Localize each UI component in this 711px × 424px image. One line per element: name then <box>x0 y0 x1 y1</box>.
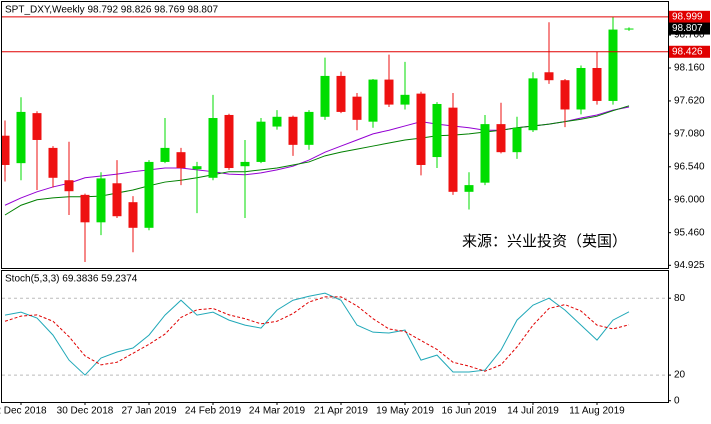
y-tick-label: 97.620 <box>674 96 705 107</box>
candle-body <box>352 96 362 120</box>
y-tick-label: 96.000 <box>674 194 705 205</box>
candle-body <box>128 202 138 228</box>
candle-body <box>512 127 522 153</box>
candle-body <box>400 94 410 105</box>
candle-body <box>448 107 458 192</box>
chart-title: Stoch(5,3,3) 69.3836 59.2374 <box>5 274 138 285</box>
stoch-line <box>4 296 630 372</box>
candle-body <box>96 178 106 223</box>
candle-body <box>224 114 234 169</box>
candle-body <box>288 116 298 145</box>
candle-body <box>464 185 474 192</box>
candle-body <box>384 79 394 105</box>
candle-body <box>160 147 170 162</box>
candle-body <box>144 161 154 228</box>
candle-body <box>608 29 618 101</box>
level-label: 98.999 <box>672 11 703 22</box>
y-tick-label: 0 <box>674 395 680 406</box>
candle-body <box>416 93 426 165</box>
candle-body <box>192 166 202 170</box>
candle-body <box>80 194 90 223</box>
x-tick-label: 2 Dec 2018 <box>0 406 47 417</box>
moving-average <box>4 105 630 216</box>
y-tick-label: 98.160 <box>674 63 705 74</box>
annotation: 来源：兴业投资（英国） <box>462 232 627 250</box>
x-tick-label: 27 Jan 2019 <box>121 406 176 417</box>
y-tick-label: 94.925 <box>674 260 705 271</box>
x-tick-label: 11 Aug 2019 <box>569 406 625 417</box>
candle-body <box>304 111 314 145</box>
stoch-frame <box>1 270 669 403</box>
candle-body <box>432 103 442 158</box>
candle-body <box>32 113 42 140</box>
y-tick-label: 97.080 <box>674 129 705 140</box>
candle-body <box>528 78 538 131</box>
stoch-line <box>4 292 630 376</box>
level-label: 98.426 <box>672 46 703 57</box>
candle-body <box>560 80 570 110</box>
candle-body <box>240 161 250 167</box>
stoch-plot <box>2 292 668 376</box>
y-tick-label: 96.540 <box>674 161 705 172</box>
candle-body <box>336 75 346 112</box>
main-plot <box>2 16 668 262</box>
candle-body <box>112 183 122 217</box>
axes: 94.925 95.460 96.000 96.540 97.080 97.620 98.1… <box>0 5 710 417</box>
y-tick-label: 80 <box>674 293 686 304</box>
x-tick-label: 14 Jul 2019 <box>507 406 559 417</box>
x-tick-label: 24 Feb 2019 <box>185 406 242 417</box>
level-label-box <box>669 45 710 58</box>
candle-body <box>368 79 378 122</box>
last-price-box <box>669 22 710 35</box>
candle-body <box>496 124 506 153</box>
candle-body <box>624 28 634 30</box>
candle-body <box>592 67 602 101</box>
main-frame <box>1 1 669 269</box>
candle-body <box>544 72 554 81</box>
x-tick-label: 16 Jun 2019 <box>441 406 496 417</box>
candle-body <box>320 75 330 117</box>
candle-body <box>272 116 282 127</box>
chart-title: SPT_DXY,Weekly 98.792 98.826 98.769 98.8… <box>5 5 219 16</box>
y-tick-label: 20 <box>674 370 686 381</box>
x-tick-label: 30 Dec 2018 <box>57 406 114 417</box>
candle-body <box>256 121 266 162</box>
x-tick-label: 24 Mar 2019 <box>249 406 306 417</box>
x-tick-label: 19 May 2019 <box>376 406 434 417</box>
candle-body <box>480 124 490 183</box>
candle-body <box>16 111 26 164</box>
level-label-box <box>669 10 710 23</box>
y-tick-label: 98.700 <box>674 30 705 41</box>
candle-body <box>64 180 74 192</box>
x-tick-label: 21 Apr 2019 <box>314 406 368 417</box>
candle-body <box>576 67 586 110</box>
candle-body <box>48 147 58 178</box>
last-price-label: 98.807 <box>672 23 703 34</box>
candle-body <box>2 135 10 165</box>
candle-body <box>208 118 218 178</box>
y-tick-label: 95.460 <box>674 227 705 238</box>
candle-body <box>176 152 186 169</box>
